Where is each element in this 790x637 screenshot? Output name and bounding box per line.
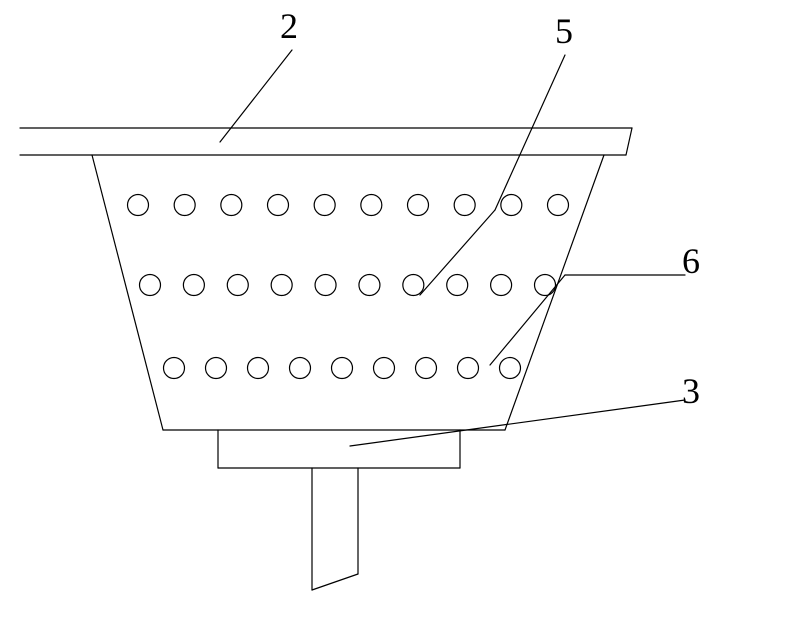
label-2: 2	[280, 5, 298, 47]
label-6: 6	[682, 240, 700, 282]
technical-drawing	[0, 0, 790, 637]
label-3: 3	[682, 370, 700, 412]
label-5: 5	[555, 10, 573, 52]
